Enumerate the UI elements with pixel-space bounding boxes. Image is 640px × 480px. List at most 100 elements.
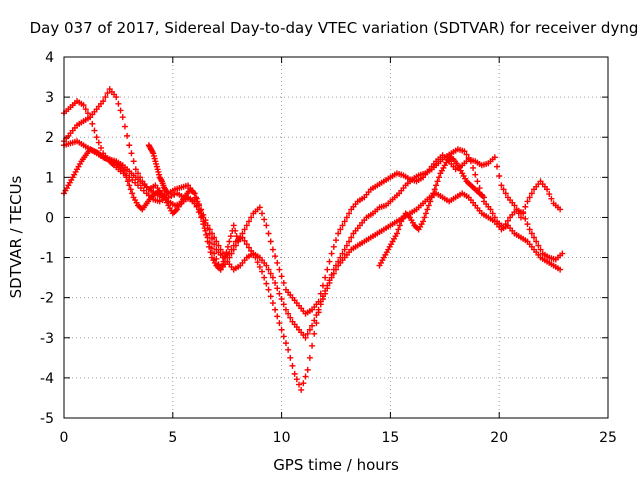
data-point	[219, 262, 226, 269]
x-axis-label: GPS time / hours	[273, 456, 399, 474]
data-point	[198, 213, 205, 220]
data-point	[276, 266, 283, 273]
data-point	[261, 216, 268, 223]
chart-title: Day 037 of 2017, Sidereal Day-to-day VTE…	[30, 19, 639, 37]
data-point	[535, 242, 542, 249]
data-point	[227, 233, 234, 240]
data-point	[126, 142, 133, 149]
data-point	[557, 206, 564, 213]
data-point	[245, 218, 252, 225]
data-point	[263, 222, 270, 229]
data-point	[134, 170, 141, 177]
data-point	[309, 322, 316, 329]
x-tick-label: 5	[168, 430, 177, 446]
y-tick-label: -3	[40, 331, 54, 347]
data-point	[203, 231, 210, 238]
y-tick-label: -5	[40, 411, 54, 427]
data-point	[211, 250, 218, 257]
tick-labels: 0 5 10 15 20 25 -5 -4 -3 -2 -1 0 1 2 3 4	[40, 50, 617, 446]
data-point	[272, 253, 279, 260]
data-point	[300, 380, 307, 387]
data-point	[298, 386, 305, 393]
data-point	[435, 174, 442, 181]
data-point	[559, 250, 566, 257]
data-point	[313, 312, 320, 319]
data-point	[269, 300, 276, 307]
data-point	[226, 238, 233, 245]
data-point	[197, 207, 204, 214]
data-point	[302, 373, 309, 380]
data-point	[291, 370, 298, 377]
data-point	[498, 182, 505, 189]
data-point	[548, 195, 555, 202]
data-series	[61, 86, 566, 393]
data-point	[337, 226, 344, 233]
data-point	[113, 94, 120, 101]
data-point	[502, 190, 509, 197]
data-point	[269, 246, 276, 253]
data-point	[206, 243, 213, 250]
data-point	[557, 266, 564, 273]
data-point	[315, 306, 322, 313]
data-point	[206, 226, 213, 233]
data-point	[230, 246, 237, 253]
data-point	[100, 98, 107, 105]
data-point	[117, 107, 124, 114]
plot-frame	[63, 56, 609, 419]
data-point	[285, 346, 292, 353]
data-point	[195, 202, 202, 209]
data-point	[326, 258, 333, 265]
data-point	[241, 226, 248, 233]
data-point	[304, 366, 311, 373]
data-point	[280, 333, 287, 340]
x-tick-label: 0	[60, 430, 69, 446]
y-tick-label: -1	[40, 251, 54, 267]
data-point	[104, 90, 111, 97]
data-point	[513, 206, 520, 213]
data-point	[317, 301, 324, 308]
data-point	[472, 171, 479, 178]
y-tick-label: 2	[45, 130, 54, 146]
data-point	[343, 242, 350, 249]
data-point	[285, 310, 292, 317]
data-point	[311, 317, 318, 324]
data-point	[422, 210, 429, 217]
data-point	[267, 293, 274, 300]
data-point	[339, 222, 346, 229]
series-trace-1	[61, 98, 566, 393]
data-point	[217, 266, 224, 273]
data-point	[348, 234, 355, 241]
data-point	[434, 178, 441, 185]
data-point	[245, 244, 252, 251]
data-point	[267, 238, 274, 245]
data-point	[526, 194, 533, 201]
data-point	[274, 285, 281, 292]
data-point	[132, 166, 139, 173]
data-point	[278, 296, 285, 303]
data-point	[487, 206, 494, 213]
data-point	[480, 194, 487, 201]
data-point	[272, 306, 279, 313]
series-trace-5	[145, 142, 172, 197]
x-tick-label: 25	[599, 430, 617, 446]
data-point	[522, 215, 529, 222]
data-point	[84, 110, 91, 117]
data-point	[276, 320, 283, 327]
data-point	[239, 230, 246, 237]
y-tick-label: 3	[45, 90, 54, 106]
data-point	[232, 227, 239, 234]
data-point	[421, 214, 428, 221]
data-point	[82, 106, 89, 113]
data-point	[259, 210, 266, 217]
data-point	[232, 242, 239, 249]
y-tick-label: 4	[45, 50, 54, 66]
data-point	[427, 198, 434, 205]
y-tick-label: 0	[45, 210, 54, 226]
data-point	[248, 214, 255, 221]
data-point	[428, 194, 435, 201]
data-point	[215, 242, 222, 249]
data-point	[306, 354, 313, 361]
data-point	[265, 266, 272, 273]
data-point	[302, 334, 309, 341]
data-point	[287, 354, 294, 361]
